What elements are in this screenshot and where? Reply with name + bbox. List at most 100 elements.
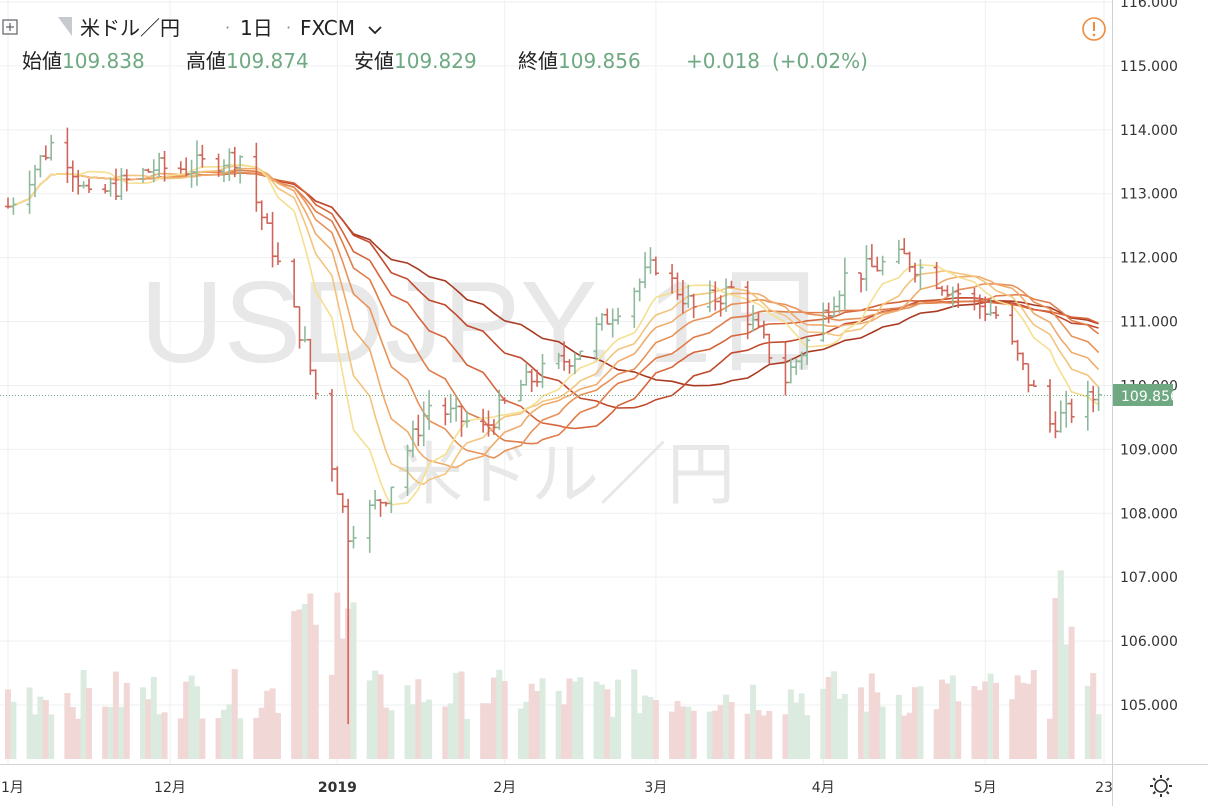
candle: [690, 293, 697, 319]
change-value: +0.018: [686, 49, 760, 73]
candle: [766, 333, 773, 364]
volume-bar: [917, 686, 924, 759]
volume-bar: [933, 709, 940, 759]
volume-bar: [415, 679, 422, 759]
candle: [26, 170, 33, 214]
time-scale[interactable]: 11月 12月 2019 2月 3月 4月 5月 23: [0, 780, 1113, 796]
price-scale[interactable]: 116.000 115.000 114.000 113.000 112.000 111.0…: [1120, 0, 1178, 714]
candle: [939, 285, 946, 296]
symbol-name[interactable]: 米ドル／円: [80, 16, 180, 40]
volume-bar: [447, 703, 454, 759]
price-tick-label: 109.000: [1120, 442, 1178, 458]
volume-bar: [1009, 699, 1016, 759]
candle: [879, 255, 886, 276]
gear-icon[interactable]: [1150, 775, 1172, 797]
volume-bar: [534, 691, 541, 759]
volume-bar: [642, 695, 649, 759]
volume-bar: [793, 702, 800, 759]
volume-bar: [237, 718, 244, 759]
candle: [80, 181, 87, 189]
volume-bar: [215, 718, 222, 759]
candle: [901, 238, 908, 255]
volume-bar: [674, 700, 681, 759]
volume-bar: [463, 718, 470, 759]
exchange[interactable]: FXCM: [300, 16, 355, 40]
volume-bar: [566, 678, 573, 759]
volume-bar: [480, 703, 487, 759]
volume-bar: [188, 675, 195, 759]
watermark-name: 米ドル／円: [395, 436, 735, 515]
volume-bar: [301, 603, 308, 759]
candle: [728, 280, 735, 289]
volume-bar: [269, 688, 276, 759]
candle: [944, 285, 951, 297]
volume-bar: [264, 690, 271, 759]
volume-bar: [901, 715, 908, 759]
chevron-down-icon[interactable]: [368, 26, 382, 35]
volume-bar: [193, 686, 200, 759]
time-tick-label: 2月: [493, 780, 516, 796]
change-percent: (+0.02%): [772, 49, 868, 73]
volume-bar: [85, 687, 92, 759]
volume-bar: [955, 701, 962, 759]
volume-bar: [10, 701, 17, 759]
volume-bar: [755, 710, 762, 759]
volume-bar: [750, 684, 757, 759]
volume-bar: [177, 718, 184, 759]
candle: [1084, 380, 1091, 431]
candle: [102, 183, 109, 194]
candle: [949, 286, 956, 308]
volume-bar: [490, 677, 497, 759]
candle: [161, 150, 168, 182]
volume-bar: [296, 609, 303, 759]
volume-bar: [1095, 714, 1102, 759]
candle: [388, 486, 395, 514]
volume-bar: [1084, 685, 1091, 759]
volume-bar: [112, 671, 119, 759]
candle: [501, 397, 508, 404]
candle: [1052, 411, 1059, 439]
alert-circle-icon[interactable]: [1082, 17, 1106, 41]
candle: [10, 197, 17, 215]
candle: [955, 283, 962, 308]
volume-bar: [1030, 670, 1037, 759]
candle: [177, 161, 184, 174]
volume-bar: [372, 670, 379, 759]
volume-bar: [123, 682, 130, 759]
volume-bar: [118, 706, 125, 759]
volume-bar: [258, 707, 265, 759]
candle: [858, 272, 865, 293]
add-symbol-button[interactable]: [2, 19, 18, 35]
candle: [615, 307, 622, 325]
volume-bar: [949, 675, 956, 759]
candle: [577, 350, 584, 361]
volume-bar: [539, 678, 546, 759]
volume-bar: [404, 685, 411, 759]
volume-bar: [253, 717, 260, 759]
volume-bar: [798, 693, 805, 759]
volume-bar: [841, 693, 848, 759]
candle: [917, 259, 924, 290]
volume-bar: [717, 705, 724, 759]
volume-bar: [382, 707, 389, 759]
time-tick-label: 4月: [812, 780, 835, 796]
volume-bar: [307, 593, 314, 759]
candle: [199, 144, 206, 168]
volume-bar: [388, 710, 395, 759]
candle: [971, 287, 978, 311]
low-label: 安値: [354, 49, 394, 73]
candle: [258, 200, 265, 231]
candle: [31, 164, 38, 198]
candle: [112, 168, 119, 201]
price-tick-label: 106.000: [1120, 634, 1178, 650]
interval[interactable]: 1日: [240, 16, 273, 40]
volume-bar: [787, 689, 794, 759]
candle: [895, 239, 902, 264]
volume-bar: [879, 706, 886, 759]
volume-bar: [858, 687, 865, 759]
volume-bar: [139, 687, 146, 759]
candle: [1025, 362, 1032, 393]
volume-bar: [156, 714, 163, 759]
candle: [804, 336, 811, 365]
